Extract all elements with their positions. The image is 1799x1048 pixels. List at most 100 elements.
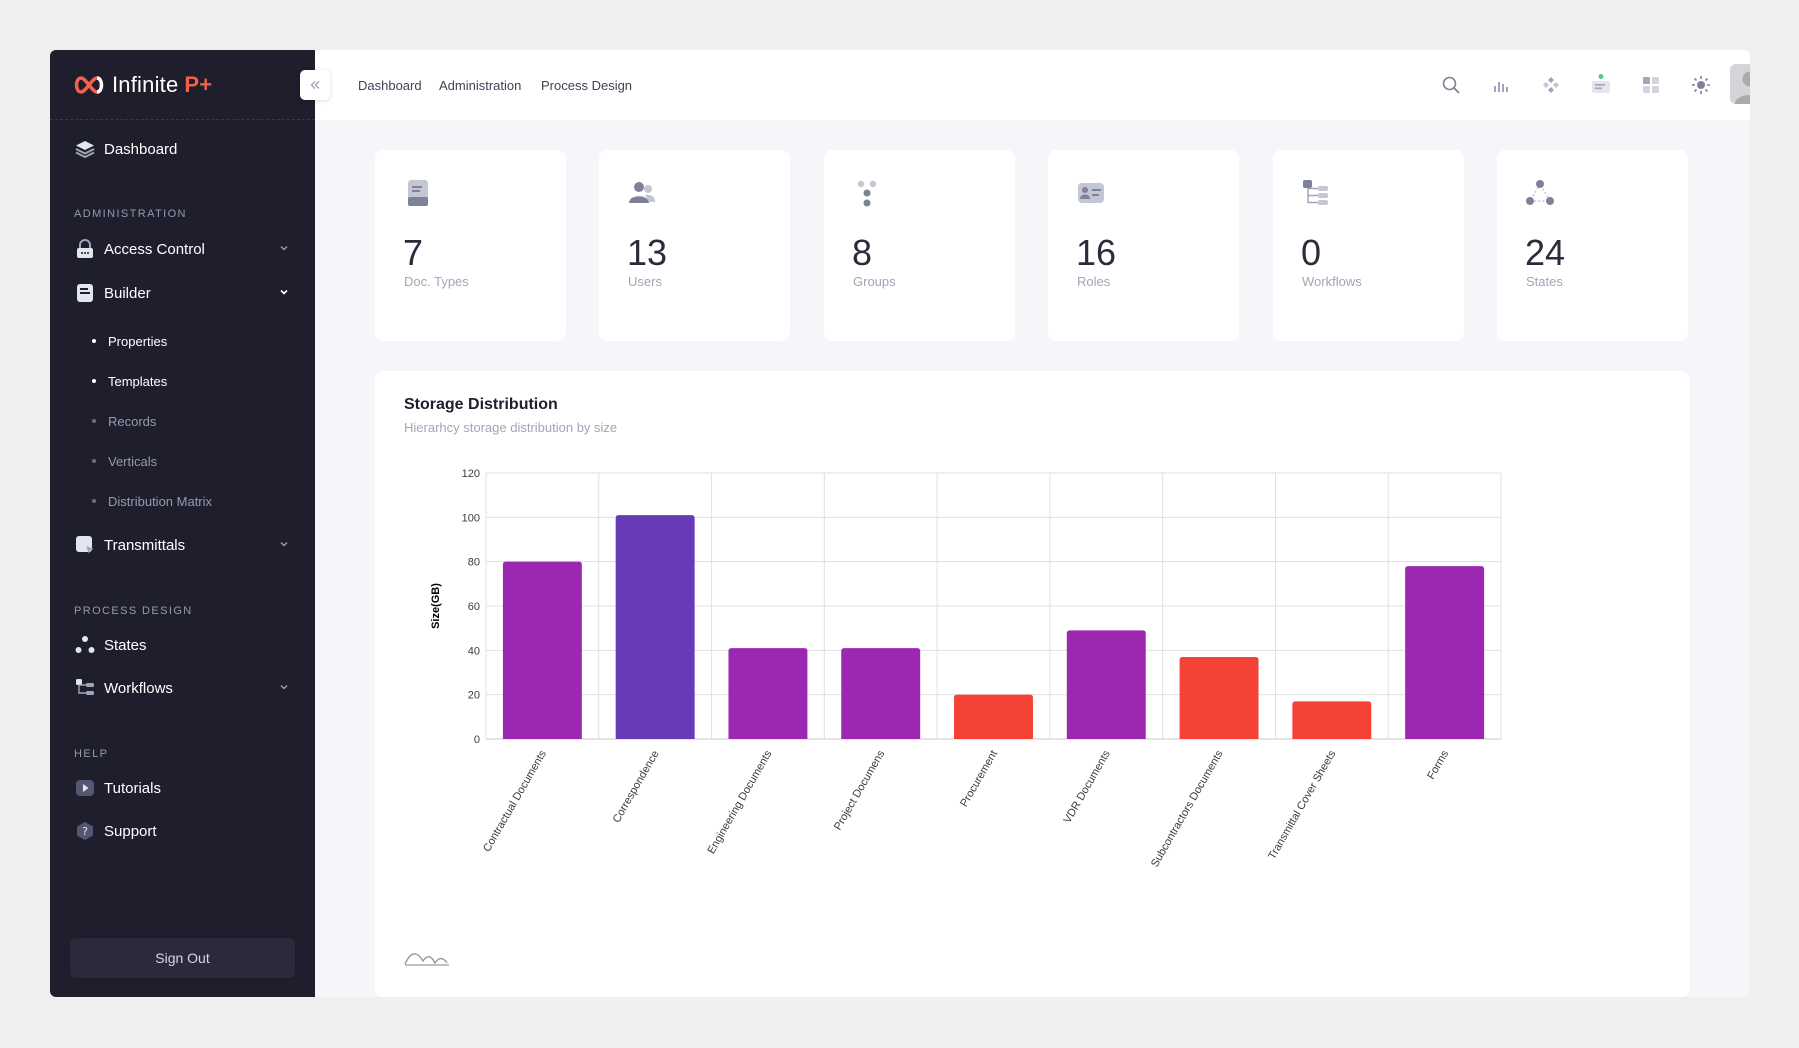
bar — [728, 648, 808, 739]
stat-card-doc-types[interactable]: 7 Doc. Types — [375, 150, 566, 341]
sidebar-subitem-label: Verticals — [108, 453, 158, 469]
y-tick-label: 60 — [468, 601, 480, 613]
stat-label: Workflows — [1302, 274, 1362, 289]
play-icon — [74, 777, 96, 799]
sidebar-item-label: Tutorials — [104, 779, 161, 797]
states-icon — [74, 634, 96, 656]
roles-icon — [1078, 183, 1104, 203]
chevron-down-icon — [280, 245, 288, 251]
stat-label: Roles — [1077, 274, 1111, 289]
user-avatar-icon — [1735, 71, 1750, 104]
y-tick-label: 120 — [462, 468, 480, 480]
bar — [1405, 566, 1485, 739]
section-label-help: HELP — [74, 748, 109, 760]
sidebar-item-label: Workflows — [104, 679, 173, 697]
chevron-down-icon — [280, 289, 288, 295]
stat-card-users[interactable]: 13 Users — [599, 150, 790, 341]
chart-title: Storage Distribution — [404, 396, 558, 413]
x-tick-label: Procurement — [958, 749, 1000, 810]
sidebar-subitem-templates[interactable]: Templates — [92, 369, 167, 393]
chart-library-logo-icon — [404, 953, 448, 965]
sun-icon[interactable] — [1690, 74, 1712, 96]
sidebar-subitem-verticals[interactable]: Verticals — [92, 449, 157, 473]
y-tick-label: 100 — [462, 512, 480, 524]
stat-label: States — [1526, 274, 1563, 289]
sign-out-button[interactable]: Sign Out — [70, 938, 295, 978]
stat-card-states[interactable]: 24 States — [1497, 150, 1688, 341]
bullet-icon — [92, 339, 96, 343]
sidebar: Infinite P+ Dashboard ADMINISTRATION Acc… — [50, 50, 315, 997]
transmittal-icon — [74, 534, 96, 556]
top-header: Dashboard Administration Process Design — [315, 50, 1750, 120]
section-label-process-design: PROCESS DESIGN — [74, 605, 193, 617]
x-tick-label: Engineering Documents — [705, 748, 774, 856]
help-icon: ? — [74, 820, 96, 842]
sidebar-item-tutorials[interactable]: Tutorials — [74, 773, 294, 803]
sidebar-subitem-label: Properties — [108, 333, 168, 349]
top-nav-process-design[interactable]: Process Design — [541, 78, 633, 93]
sidebar-item-transmittals[interactable]: Transmittals — [74, 530, 294, 560]
stat-label: Groups — [853, 274, 896, 289]
stat-value: 13 — [627, 232, 668, 273]
sidebar-item-label: Dashboard — [104, 140, 178, 158]
sidebar-subitem-records[interactable]: Records — [92, 409, 156, 433]
sidebar-subitem-distribution-matrix[interactable]: Distribution Matrix — [92, 489, 212, 513]
sidebar-item-label: Support — [104, 822, 157, 840]
bullet-icon — [92, 459, 96, 463]
search-icon[interactable] — [1440, 74, 1462, 96]
sidebar-item-dashboard[interactable]: Dashboard — [74, 134, 294, 164]
brand-logo[interactable]: Infinite P+ — [50, 50, 315, 120]
stat-value: 16 — [1076, 232, 1117, 273]
y-axis-label: Size(GB) — [430, 583, 442, 629]
x-tick-label: Subcontractors Documents — [1149, 748, 1226, 869]
chevron-down-icon — [280, 541, 288, 547]
sidebar-item-builder[interactable]: Builder — [74, 278, 294, 308]
bar — [1292, 701, 1372, 739]
sidebar-subitem-properties[interactable]: Properties — [92, 329, 167, 353]
sidebar-item-workflows[interactable]: Workflows — [74, 673, 294, 703]
y-tick-label: 0 — [474, 734, 480, 746]
user-avatar[interactable] — [1730, 64, 1750, 104]
app-window: Infinite P+ Dashboard ADMINISTRATION Acc… — [50, 50, 1750, 997]
chart-subtitle: Hierarhcy storage distribution by size — [404, 420, 618, 435]
bullet-icon — [92, 379, 96, 383]
diamond-grid-icon[interactable] — [1540, 74, 1562, 96]
bar-chart-icon[interactable] — [1490, 74, 1512, 96]
brand-suffix: P+ — [184, 71, 213, 97]
storage-bar-chart: 0 20 40 60 80 100 120 Contractual Documents Corr… — [404, 468, 1502, 966]
sidebar-subitem-label: Distribution Matrix — [108, 493, 213, 509]
sidebar-item-states[interactable]: States — [74, 630, 294, 660]
sidebar-item-label: Builder — [104, 284, 151, 302]
stat-value: 8 — [852, 232, 873, 273]
stat-label: Users — [628, 274, 662, 289]
collapse-sidebar-button[interactable] — [300, 70, 330, 100]
section-label-administration: ADMINISTRATION — [74, 208, 187, 220]
stat-value: 0 — [1301, 232, 1322, 273]
sidebar-item-support[interactable]: ? Support — [74, 816, 294, 846]
infinity-logo-icon — [74, 75, 104, 94]
x-tick-label: Project Documens — [832, 748, 888, 832]
apps-grid-icon[interactable] — [1640, 74, 1662, 96]
x-tick-label: VDR Documents — [1062, 748, 1114, 825]
workflow-icon — [1303, 180, 1328, 205]
stat-card-roles[interactable]: 16 Roles — [1048, 150, 1239, 341]
chat-icon[interactable] — [1590, 74, 1612, 96]
document-icon — [408, 180, 428, 206]
y-tick-label: 80 — [468, 557, 480, 569]
users-icon — [629, 182, 656, 203]
top-nav-administration[interactable]: Administration — [439, 78, 522, 93]
svg-text:?: ? — [82, 825, 88, 838]
stat-card-workflows[interactable]: 0 Workflows — [1273, 150, 1464, 341]
sidebar-item-access-control[interactable]: Access Control — [74, 234, 294, 264]
top-nav-dashboard[interactable]: Dashboard — [358, 78, 422, 93]
x-tick-label: Forms — [1425, 748, 1451, 781]
x-tick-label: Contractual Documents — [481, 748, 549, 854]
stat-card-groups[interactable]: 8 Groups — [824, 150, 1015, 341]
x-tick-label: Correspondence — [611, 749, 662, 825]
layers-icon — [74, 138, 96, 160]
chevron-down-icon — [280, 684, 288, 690]
sidebar-subitem-label: Records — [108, 413, 157, 429]
bullet-icon — [92, 419, 96, 423]
bar — [954, 694, 1033, 739]
x-tick-label: Transmittal Cover Sheets — [1266, 748, 1338, 862]
